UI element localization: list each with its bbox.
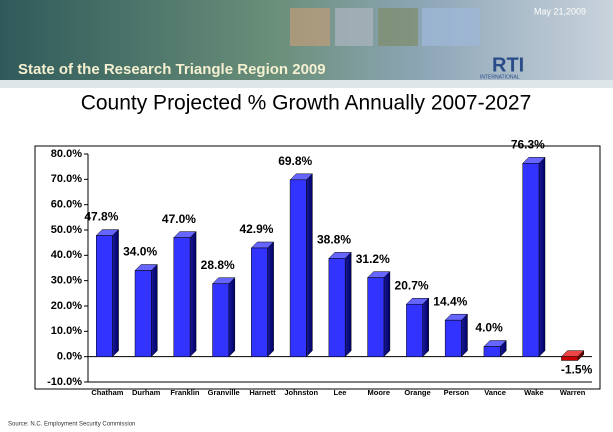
x-tick-label: Wake xyxy=(524,388,543,397)
bar xyxy=(406,303,423,357)
y-tick-label: 0.0% xyxy=(57,351,82,363)
x-tick-label: Harnett xyxy=(249,388,276,397)
value-label: 28.8% xyxy=(201,258,235,272)
bar xyxy=(522,163,540,357)
banner-date: May 21,2009 xyxy=(534,6,586,16)
banner-photo xyxy=(378,8,418,46)
x-tick-label: Warren xyxy=(560,388,586,397)
value-label: 76.3% xyxy=(511,138,545,152)
y-tick-label: 40.0% xyxy=(51,249,82,261)
bar-side xyxy=(538,156,546,358)
source: Source: N.C. Employment Security Commiss… xyxy=(8,422,135,428)
bar xyxy=(444,319,462,357)
bar xyxy=(328,258,346,357)
value-label: -1.5% xyxy=(561,363,593,377)
value-label: 34.0% xyxy=(123,245,157,259)
bar-side xyxy=(422,297,429,358)
y-tick-label: 20.0% xyxy=(51,300,82,312)
y-tick-label: 10.0% xyxy=(51,325,82,337)
value-label: 14.4% xyxy=(433,294,467,308)
bar-side xyxy=(383,271,391,358)
y-tick-label: 50.0% xyxy=(51,224,82,236)
value-label: 47.8% xyxy=(84,210,118,224)
banner-photo xyxy=(290,8,330,46)
x-tick-label: Granville xyxy=(208,388,240,397)
bar-side xyxy=(306,173,313,358)
bar xyxy=(95,235,113,357)
x-tick-label: Johnston xyxy=(284,388,318,397)
bar xyxy=(289,179,307,357)
y-tick-label: 70.0% xyxy=(51,173,82,185)
bar xyxy=(212,283,230,357)
x-tick-label: Durham xyxy=(132,388,161,397)
x-tick-label: Franklin xyxy=(170,388,200,397)
banner-strip xyxy=(0,80,613,88)
chart-title: County Projected % Growth Annually 2007-… xyxy=(81,92,532,115)
y-tick-label: 60.0% xyxy=(51,199,82,211)
bar-side xyxy=(461,313,468,358)
y-tick-label: 30.0% xyxy=(51,275,82,287)
value-label: 38.8% xyxy=(317,233,351,247)
x-tick-label: Vance xyxy=(484,388,506,397)
bar-side xyxy=(112,228,119,358)
banner-photo xyxy=(422,8,480,46)
bar xyxy=(483,346,501,357)
x-tick-label: Person xyxy=(444,388,470,397)
bar xyxy=(561,356,579,361)
bar-side xyxy=(344,251,352,358)
value-label: 31.2% xyxy=(356,252,390,266)
y-tick-label: -10.0% xyxy=(47,376,82,388)
bar xyxy=(134,270,152,357)
banner-title: State of the Research Triangle Region 20… xyxy=(18,61,326,78)
y-tick-label: 80.0% xyxy=(51,148,82,160)
bar-side xyxy=(267,241,274,358)
banner-photo xyxy=(335,8,373,46)
bar-side xyxy=(151,263,158,358)
value-label: 20.7% xyxy=(395,278,429,292)
chart-frame xyxy=(34,145,601,390)
plot: -10.0% 0.0% 10.0% 20.0% 30.0% 40.0% 50.0% 60.0%… xyxy=(47,138,592,397)
value-label: 4.0% xyxy=(475,321,503,335)
value-label: 69.8% xyxy=(278,154,312,168)
bar xyxy=(251,247,268,357)
bar-side xyxy=(189,230,197,358)
logo: RTI xyxy=(492,54,524,76)
x-tick-label: Moore xyxy=(368,388,391,397)
value-label: 47.0% xyxy=(162,212,196,226)
bar-side xyxy=(228,277,236,358)
logo-sub: INTERNATIONAL xyxy=(480,74,520,80)
value-label: 42.9% xyxy=(239,222,273,236)
x-tick-label: Lee xyxy=(334,388,347,397)
bar xyxy=(367,277,385,357)
bar xyxy=(173,237,191,357)
x-tick-label: Orange xyxy=(404,388,430,397)
x-tick-label: Chatham xyxy=(91,388,123,397)
